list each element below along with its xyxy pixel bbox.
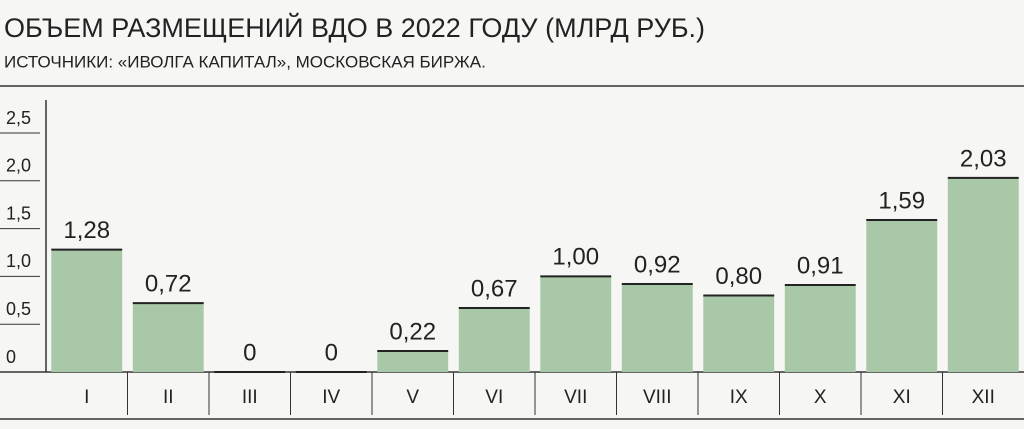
y-tick-label: 1,5	[6, 203, 31, 223]
x-tick-label: V	[406, 387, 419, 408]
value-label: 0	[243, 339, 256, 366]
bar	[866, 219, 938, 372]
bar	[540, 276, 612, 372]
value-label: 0,80	[715, 263, 762, 290]
value-label: 0,67	[471, 275, 518, 302]
bar	[377, 350, 449, 372]
x-tick-label: X	[814, 387, 827, 408]
value-label: 1,59	[878, 187, 925, 214]
value-label: 1,00	[552, 244, 599, 271]
x-tick-label: XI	[893, 387, 911, 408]
x-tick-label: II	[163, 387, 174, 408]
x-tick-label: I	[84, 387, 89, 408]
value-label: 1,28	[63, 217, 110, 244]
y-tick-label: 0,5	[6, 299, 31, 319]
x-tick-label: IX	[730, 387, 748, 408]
chart-title: ОБЪЕМ РАЗМЕЩЕНИЙ ВДО В 2022 ГОДУ (МЛРД Р…	[4, 12, 705, 43]
x-tick-label: XII	[972, 387, 995, 408]
y-tick-label: 1,0	[6, 251, 31, 271]
bar	[784, 285, 856, 372]
value-label: 2,03	[960, 145, 1007, 172]
value-label: 0	[325, 339, 338, 366]
x-tick-label: IV	[322, 387, 340, 408]
bar	[703, 295, 775, 372]
x-tick-label: VIII	[643, 387, 672, 408]
y-tick-label: 0	[6, 347, 16, 367]
chart-subtitle: ИСТОЧНИКИ: «ИВОЛГА КАПИТАЛ», МОСКОВСКАЯ …	[4, 52, 486, 71]
bar	[132, 303, 204, 372]
bar	[51, 249, 123, 372]
value-label: 0,92	[634, 251, 681, 278]
bar	[947, 177, 1019, 372]
bar	[621, 284, 693, 372]
y-tick-label: 2,5	[6, 108, 31, 128]
x-tick-label: III	[242, 387, 258, 408]
y-tick-label: 2,0	[6, 156, 31, 176]
value-label: 0,22	[389, 318, 436, 345]
x-tick-label: VII	[564, 387, 587, 408]
bar	[458, 307, 530, 372]
value-label: 0,91	[797, 252, 844, 279]
x-tick-label: VI	[485, 387, 503, 408]
value-label: 0,72	[145, 271, 192, 298]
